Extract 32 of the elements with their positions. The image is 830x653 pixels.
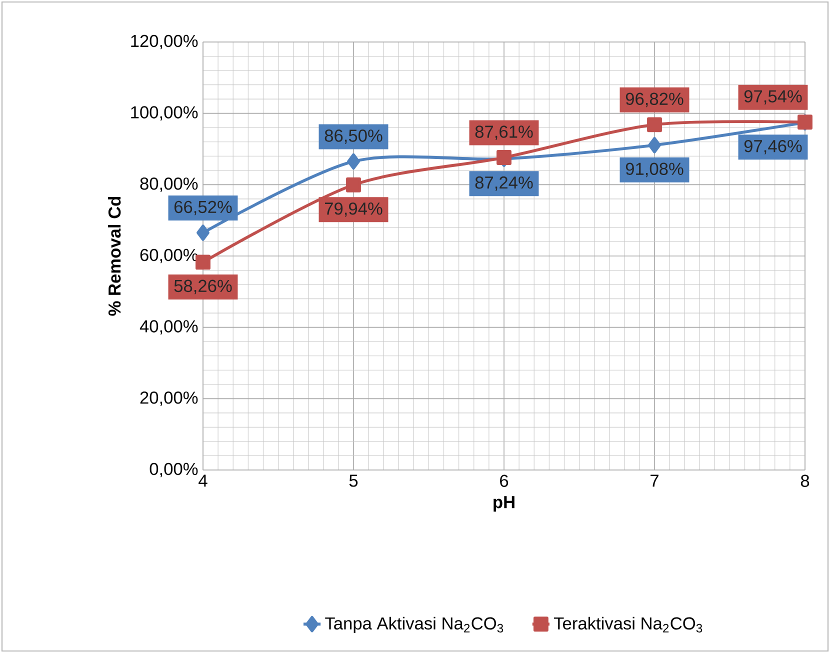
point (648, 137, 661, 154)
y-tick-label: 80,00% (140, 178, 198, 192)
x-tick-label: 4 (198, 474, 208, 487)
y-tick-label: 120,00% (131, 34, 198, 50)
data-label: 87,61% (475, 126, 533, 140)
data-label: 97,54% (744, 90, 802, 105)
point (346, 177, 361, 192)
x-tick-label: 7 (650, 474, 658, 487)
y-tick-label: 40,00% (140, 320, 198, 334)
x-axis-title: pH (494, 496, 514, 512)
y-tick-label: 20,00% (140, 392, 198, 406)
point (196, 254, 210, 270)
data-label: 96,82% (626, 92, 684, 108)
point (196, 224, 210, 241)
legend-label: Teraktivasi Na$_{2}$CO$_{3}$ (554, 616, 702, 632)
data-label: 91,08% (626, 162, 684, 178)
x-tick-label: 6 (500, 474, 508, 487)
x-tick-label: 8 (800, 474, 810, 487)
y-axis-title: % Removal Cd (108, 196, 121, 316)
data-label: 58,26% (174, 280, 232, 294)
data-label: 79,94% (325, 202, 382, 217)
point (347, 153, 360, 170)
y-tick-label: 100,00% (131, 106, 198, 120)
legend-label: Tanpa Aktivasi Na$_{2}$CO$_{3}$ (325, 616, 504, 633)
data-label: 66,52% (174, 200, 232, 216)
point (647, 117, 662, 132)
data-label: 87,24% (475, 176, 533, 191)
x-tick-label: 5 (349, 474, 358, 487)
y-tick-label: 60,00% (140, 248, 198, 264)
data-label: 86,50% (324, 130, 382, 144)
y-tick-label: 0,00% (150, 462, 198, 478)
data-label: 97,46% (744, 140, 802, 154)
